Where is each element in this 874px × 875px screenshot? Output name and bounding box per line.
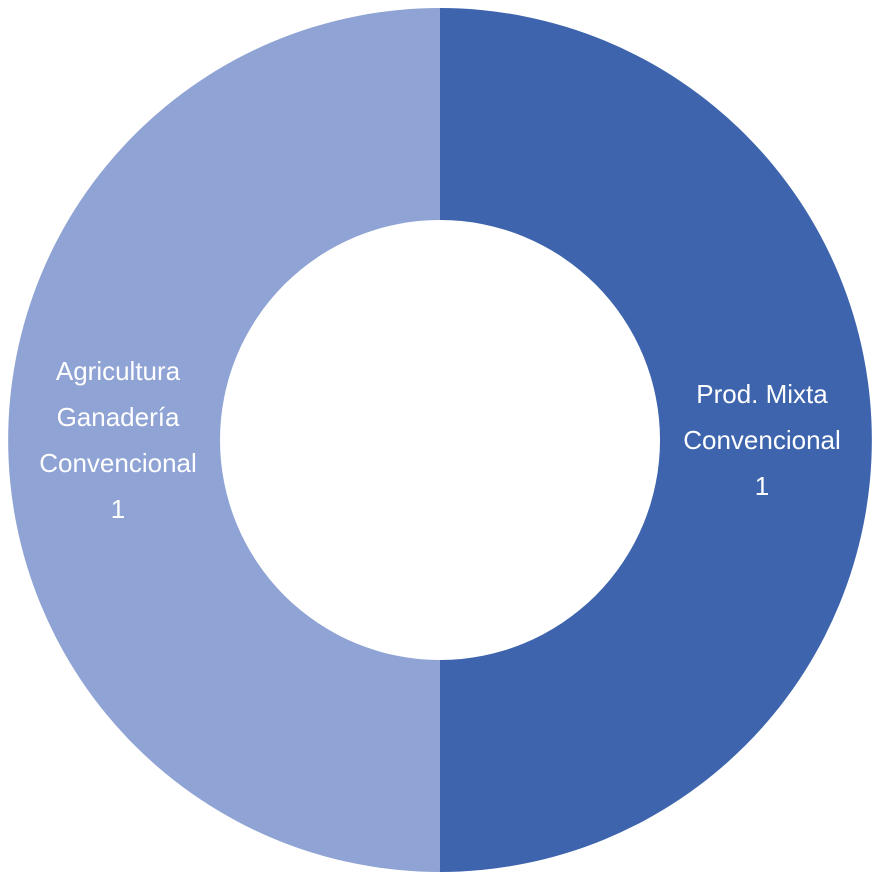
category-label: Prod. Mixta Convencional	[683, 379, 841, 455]
value-label: 1	[110, 494, 126, 524]
data-label: Agricultura Ganadería Convencional 1	[18, 348, 218, 532]
donut-slice	[440, 8, 872, 872]
data-label: Prod. Mixta Convencional 1	[662, 371, 862, 509]
donut-slice	[8, 8, 440, 872]
value-label: 1	[754, 471, 770, 501]
category-label: Agricultura Ganadería Convencional	[39, 356, 197, 478]
